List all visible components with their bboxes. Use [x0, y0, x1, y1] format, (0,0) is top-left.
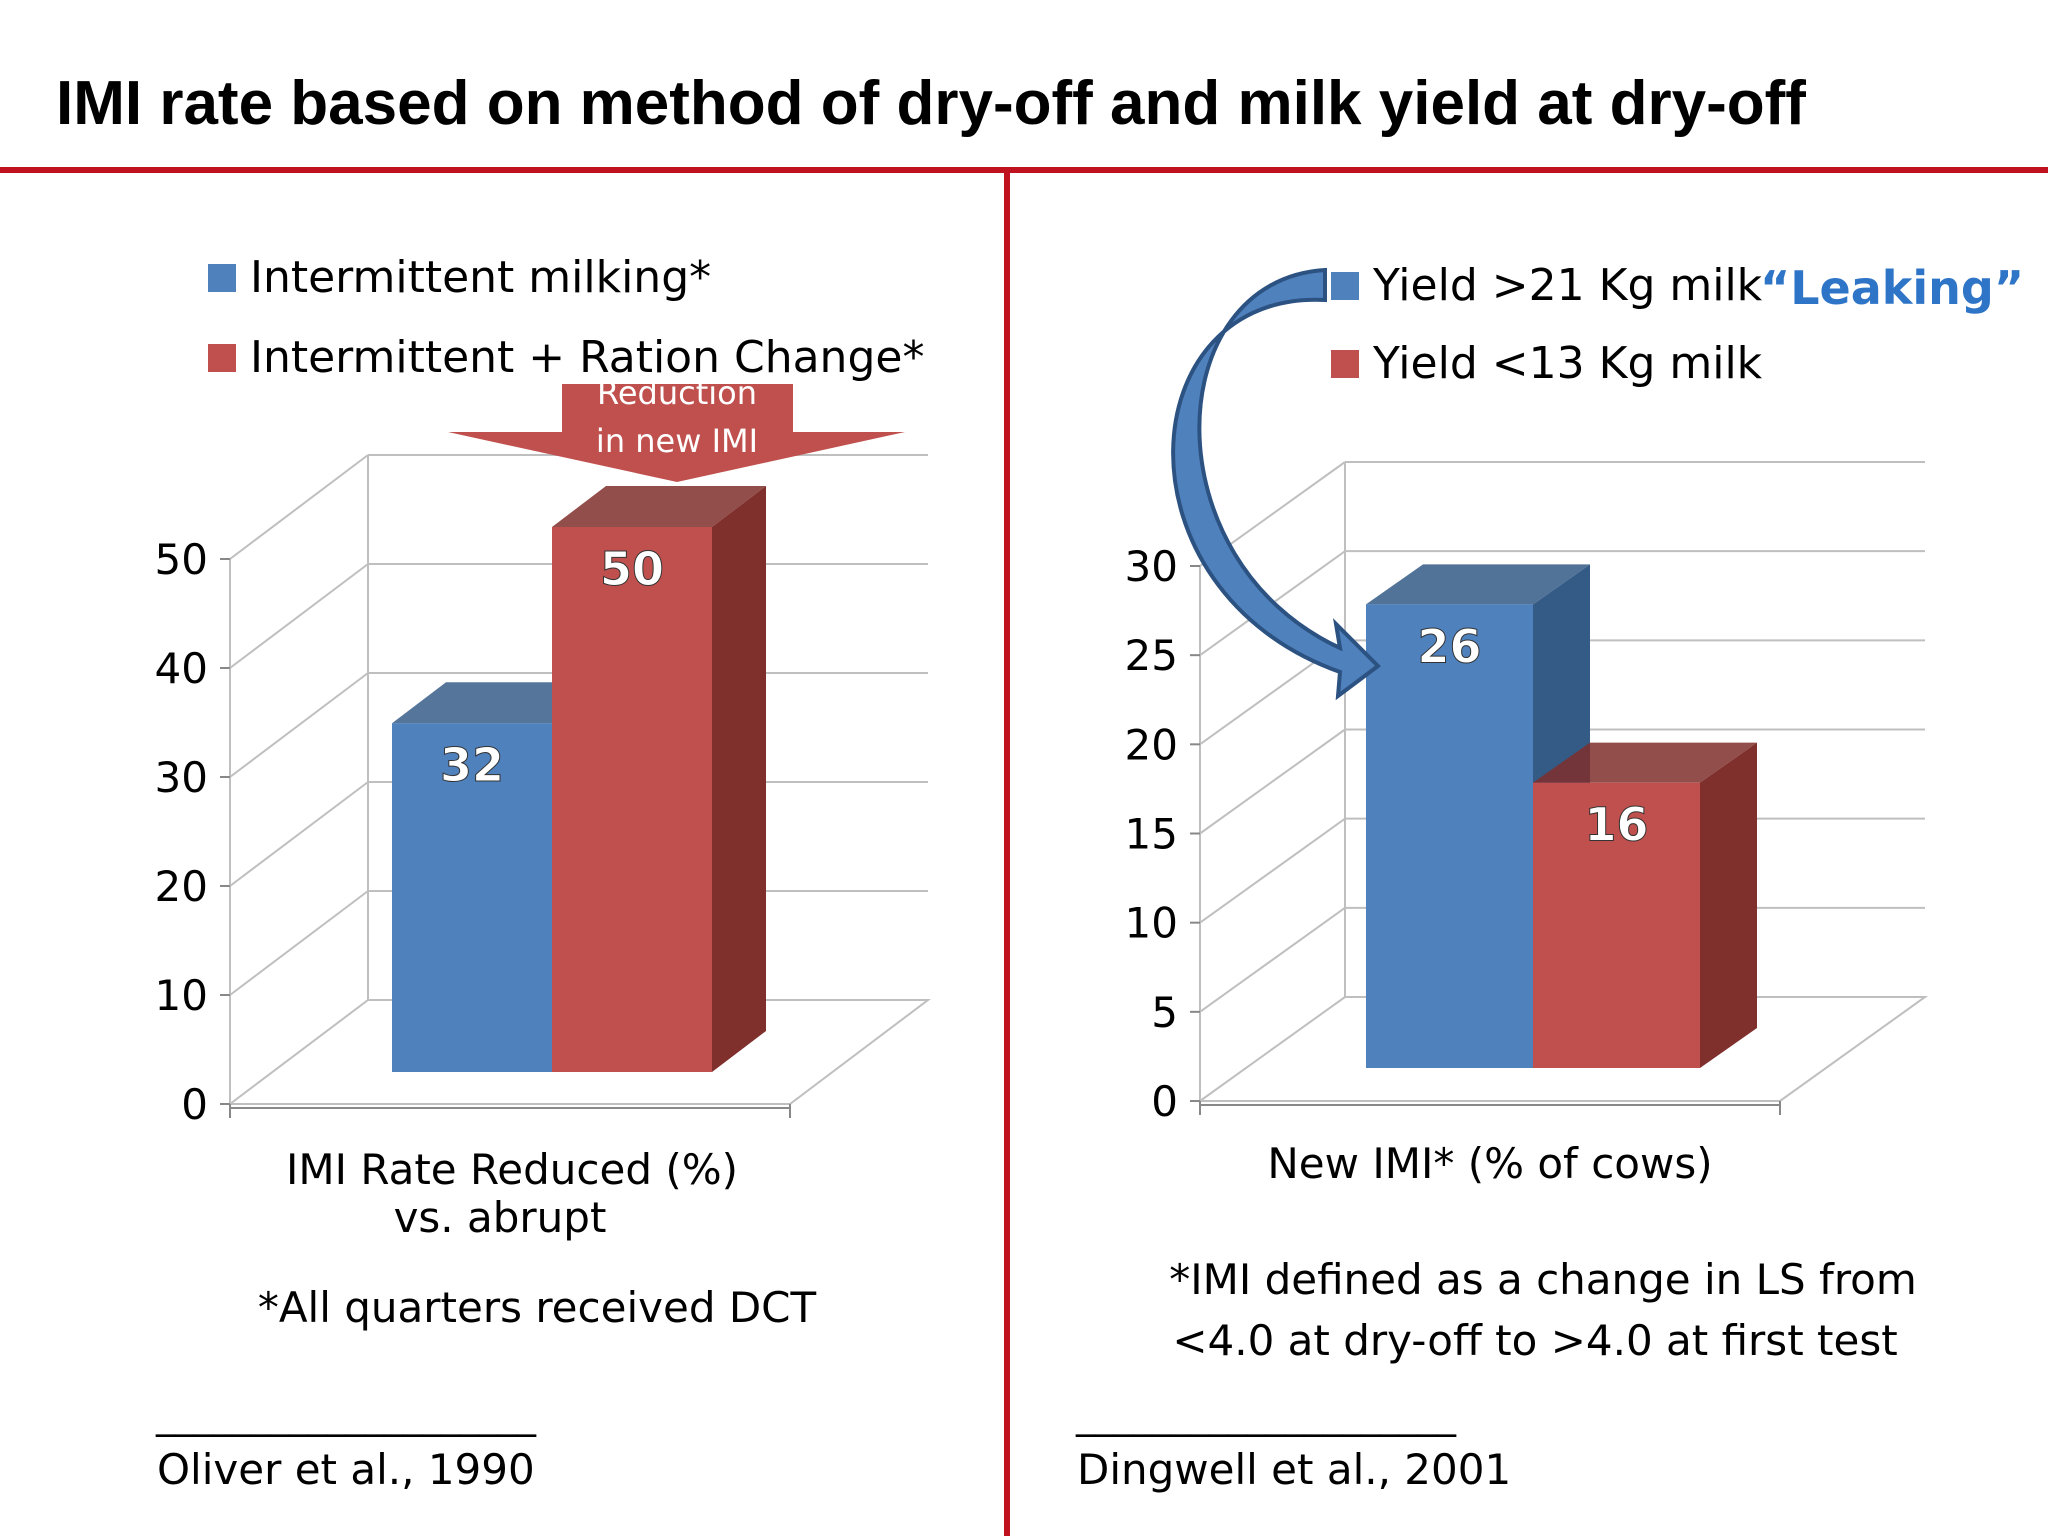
left-gridline-diag: [229, 563, 369, 669]
left-tick-label: 30: [155, 753, 208, 802]
left-data-label: 32: [440, 738, 504, 792]
left-tick-label: 40: [155, 644, 208, 693]
left-legend-swatch: [208, 264, 236, 292]
right-legend-label: Yield >21 Kg milk: [1372, 260, 1763, 311]
right-footnote-line2: <4.0 at dry-off to >4.0 at first test: [1172, 1316, 1897, 1365]
right-legend-label: Yield <13 Kg milk: [1372, 338, 1763, 389]
right-gridline-diag: [1199, 907, 1346, 1013]
left-data-label: 50: [600, 542, 664, 596]
leaking-annotation: “Leaking”: [1760, 261, 2024, 315]
right-bar-side: [1700, 742, 1757, 1068]
right-legend-swatch: [1331, 272, 1359, 300]
left-rule: ____________________: [155, 1393, 537, 1437]
left-gridline-diag: [229, 781, 369, 887]
left-tick-label: 20: [155, 862, 208, 911]
left-legend-label: Intermittent + Ration Change*: [250, 332, 924, 383]
right-xlabel: New IMI* (% of cows): [1267, 1139, 1712, 1188]
left-bars: 32 50: [392, 486, 766, 1072]
right-floor: [1196, 996, 1929, 1102]
left-footnote: *All quarters received DCT: [258, 1283, 817, 1332]
right-bar-top: [1533, 742, 1757, 783]
reduction-arrow-label-line1: Reduction: [597, 374, 757, 412]
left-floor: [227, 999, 931, 1105]
right-bars: 26 16: [1366, 564, 1757, 1068]
right-gridline-diag: [1199, 728, 1346, 835]
right-bar-front: [1533, 782, 1700, 1068]
right-y-axis: 0 5 10 15 20 25 30: [1125, 542, 1200, 1126]
leaking-curved-arrow: [1171, 267, 1382, 701]
reduction-arrow: Reduction in new IMI: [448, 374, 905, 482]
slide-title: IMI rate based on method of dry-off and …: [56, 69, 1806, 138]
left-bar-side: [712, 486, 766, 1072]
left-xlabel-line1: IMI Rate Reduced (%): [286, 1145, 738, 1194]
right-tick-label: 30: [1125, 542, 1178, 591]
right-bar-front: [1366, 604, 1533, 1068]
left-tick-label: 50: [155, 535, 208, 584]
left-bar-2: 50: [552, 486, 766, 1072]
right-rule: ____________________: [1075, 1393, 1457, 1437]
right-citation: Dingwell et al., 2001: [1077, 1445, 1511, 1494]
left-legend-swatch: [208, 344, 236, 372]
left-legend: Intermittent milking* Intermittent + Rati…: [208, 252, 924, 383]
left-xlabel-line2: vs. abrupt: [394, 1193, 607, 1242]
left-y-axis: 0 10 20 30 40 50: [155, 535, 230, 1129]
left-tick-label: 10: [155, 971, 208, 1020]
right-tick-label: 5: [1151, 988, 1178, 1037]
right-bar-2: 16: [1533, 742, 1757, 1068]
left-bar-front: [392, 723, 552, 1072]
left-bar-top: [552, 486, 766, 527]
left-bar-front: [552, 527, 712, 1072]
left-legend-label: Intermittent milking*: [250, 252, 711, 303]
left-gridline-diag: [229, 454, 369, 560]
right-tick-label: 10: [1125, 899, 1178, 948]
left-gridline-diag: [229, 672, 369, 778]
right-data-label: 26: [1417, 619, 1481, 673]
right-legend-swatch: [1331, 350, 1359, 378]
left-tick-label: 0: [181, 1080, 208, 1129]
left-gridline-diag: [229, 890, 369, 996]
reduction-arrow-label-line2: in new IMI: [596, 422, 758, 460]
right-tick-label: 15: [1125, 810, 1178, 859]
right-bar-top: [1366, 564, 1590, 605]
right-tick-label: 0: [1151, 1077, 1178, 1126]
right-data-label: 16: [1584, 798, 1648, 852]
left-citation: Oliver et al., 1990: [157, 1445, 535, 1494]
right-tick-label: 20: [1125, 720, 1178, 769]
right-legend: Yield >21 Kg milk Yield <13 Kg milk: [1331, 260, 1763, 389]
right-footnote-line1: *IMI defined as a change in LS from: [1169, 1255, 1917, 1304]
right-gridline-diag: [1199, 817, 1346, 924]
right-tick-label: 25: [1125, 631, 1178, 680]
